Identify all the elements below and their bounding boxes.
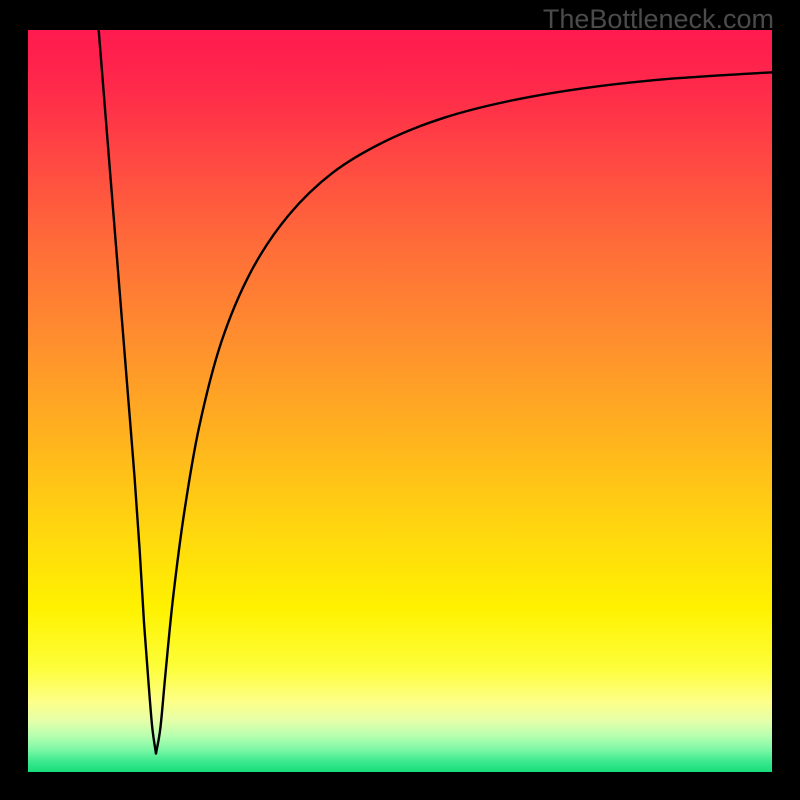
watermark-text: TheBottleneck.com: [543, 4, 774, 35]
right-branch-curve: [156, 72, 772, 753]
plot-area: [28, 30, 772, 772]
chart-frame: TheBottleneck.com: [0, 0, 800, 800]
curve-layer: [28, 30, 772, 772]
left-branch-curve: [99, 30, 156, 753]
